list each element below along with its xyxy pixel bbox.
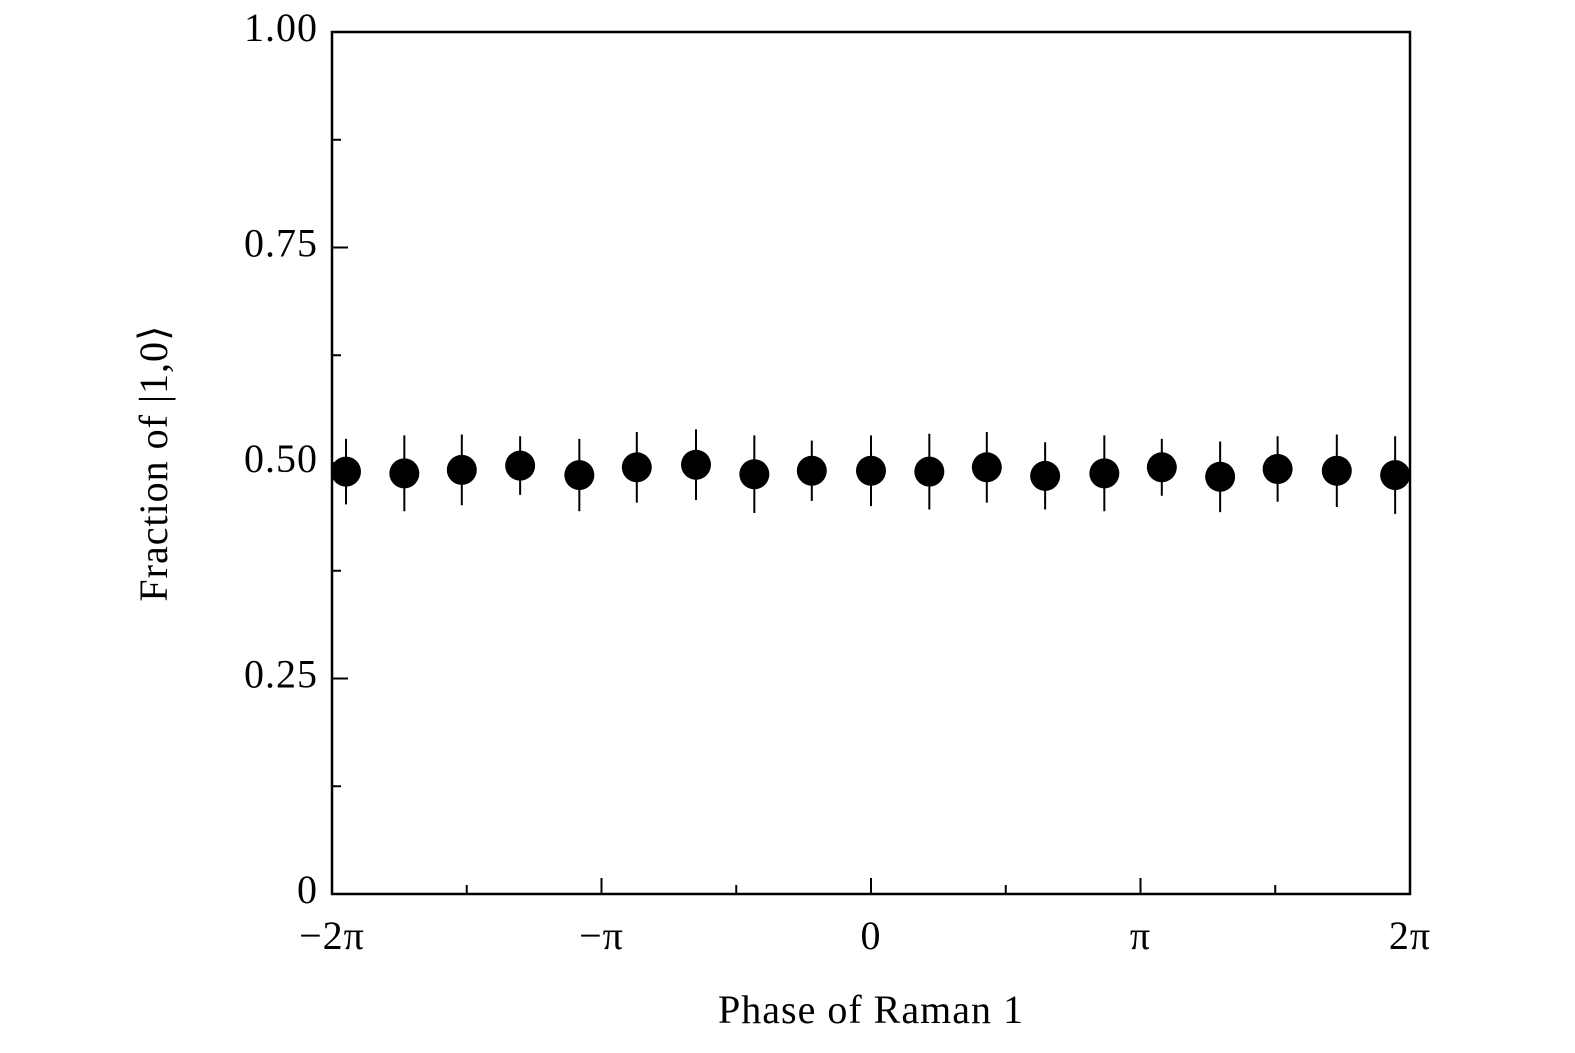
- data-point: [446, 454, 477, 485]
- y-tick-label: 0.25: [244, 652, 318, 697]
- data-point: [331, 456, 361, 487]
- data-point: [1262, 454, 1293, 485]
- data-point: [1205, 461, 1236, 492]
- data-point: [621, 452, 652, 483]
- y-tick-label: 1.00: [244, 5, 318, 50]
- data-point: [1030, 460, 1061, 491]
- data-point: [1380, 460, 1411, 491]
- x-tick-label: −2π: [299, 913, 365, 958]
- x-axis-label: Phase of Raman 1: [718, 987, 1024, 1032]
- x-tick-label: 0: [861, 913, 882, 958]
- x-tick-label: 2π: [1389, 913, 1431, 958]
- x-tick-label: −π: [579, 913, 624, 958]
- y-axis-label: Fraction of |1,0⟩: [131, 324, 176, 601]
- data-point: [914, 456, 945, 487]
- data-point: [681, 449, 711, 480]
- y-tick-label: 0.75: [244, 221, 318, 266]
- data-point: [739, 459, 770, 490]
- y-tick-label: 0.50: [244, 436, 318, 481]
- data-point: [389, 458, 420, 489]
- y-tick-label: 0: [297, 867, 318, 912]
- x-tick-label: π: [1130, 913, 1151, 958]
- data-point: [856, 455, 886, 486]
- data-point: [796, 455, 827, 486]
- data-point: [564, 460, 595, 491]
- data-point: [1321, 455, 1352, 486]
- data-point: [1089, 458, 1120, 489]
- data-point: [971, 452, 1002, 483]
- data-point: [1146, 452, 1177, 483]
- data-point: [505, 450, 536, 481]
